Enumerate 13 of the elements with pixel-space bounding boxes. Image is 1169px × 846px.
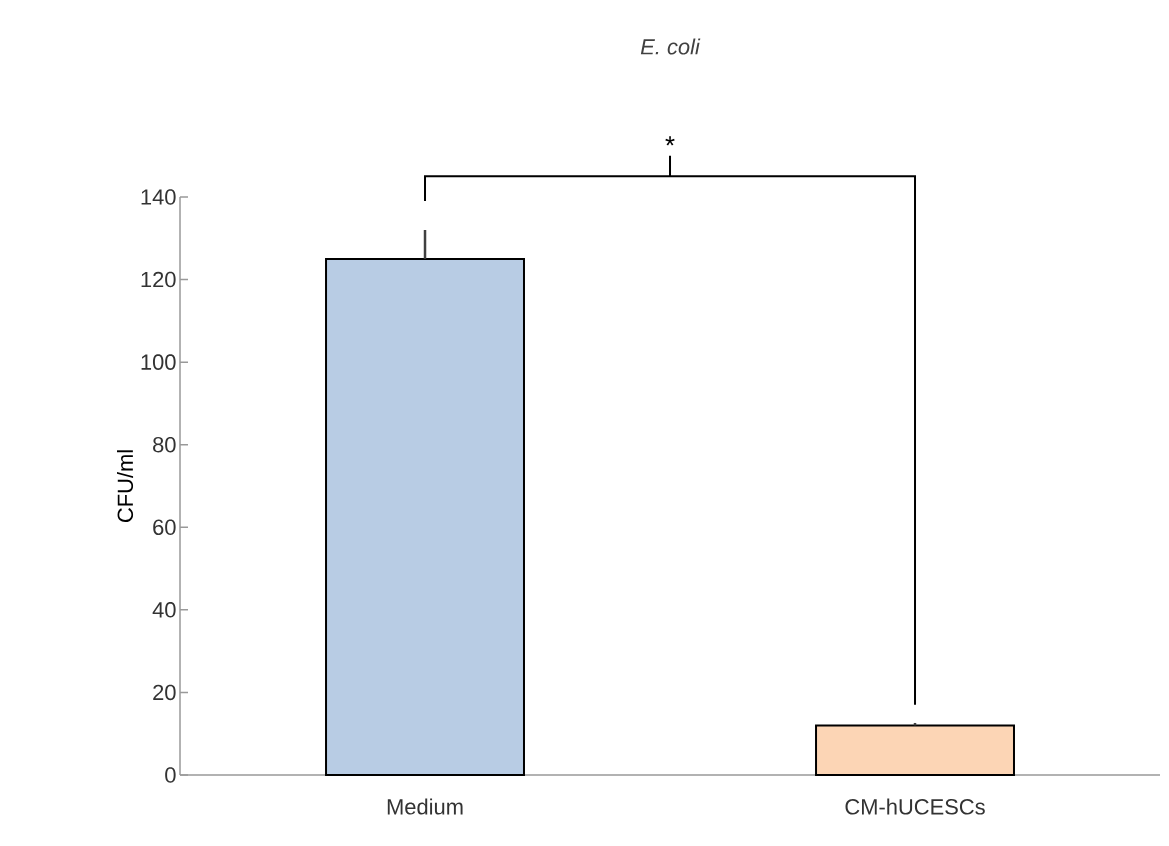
y-tick-label: 80	[153, 436, 176, 453]
y-tick-label: 40	[152, 602, 176, 618]
chart-title: E. coli	[640, 38, 701, 55]
x-tick-label: CM-hUCESCs	[845, 798, 985, 815]
y-tick-label: 60	[153, 519, 176, 536]
y-tick-label: 120	[141, 271, 176, 288]
y-tick-label: 0	[165, 767, 176, 783]
text: *	[665, 136, 675, 146]
y-axis-title: CFU/ml	[116, 450, 134, 523]
x-tick-label: Medium	[387, 798, 463, 815]
y-tick-label: 100	[141, 354, 176, 370]
y-tick-label: 140	[141, 189, 176, 205]
y-tick-label: 20	[153, 684, 176, 701]
